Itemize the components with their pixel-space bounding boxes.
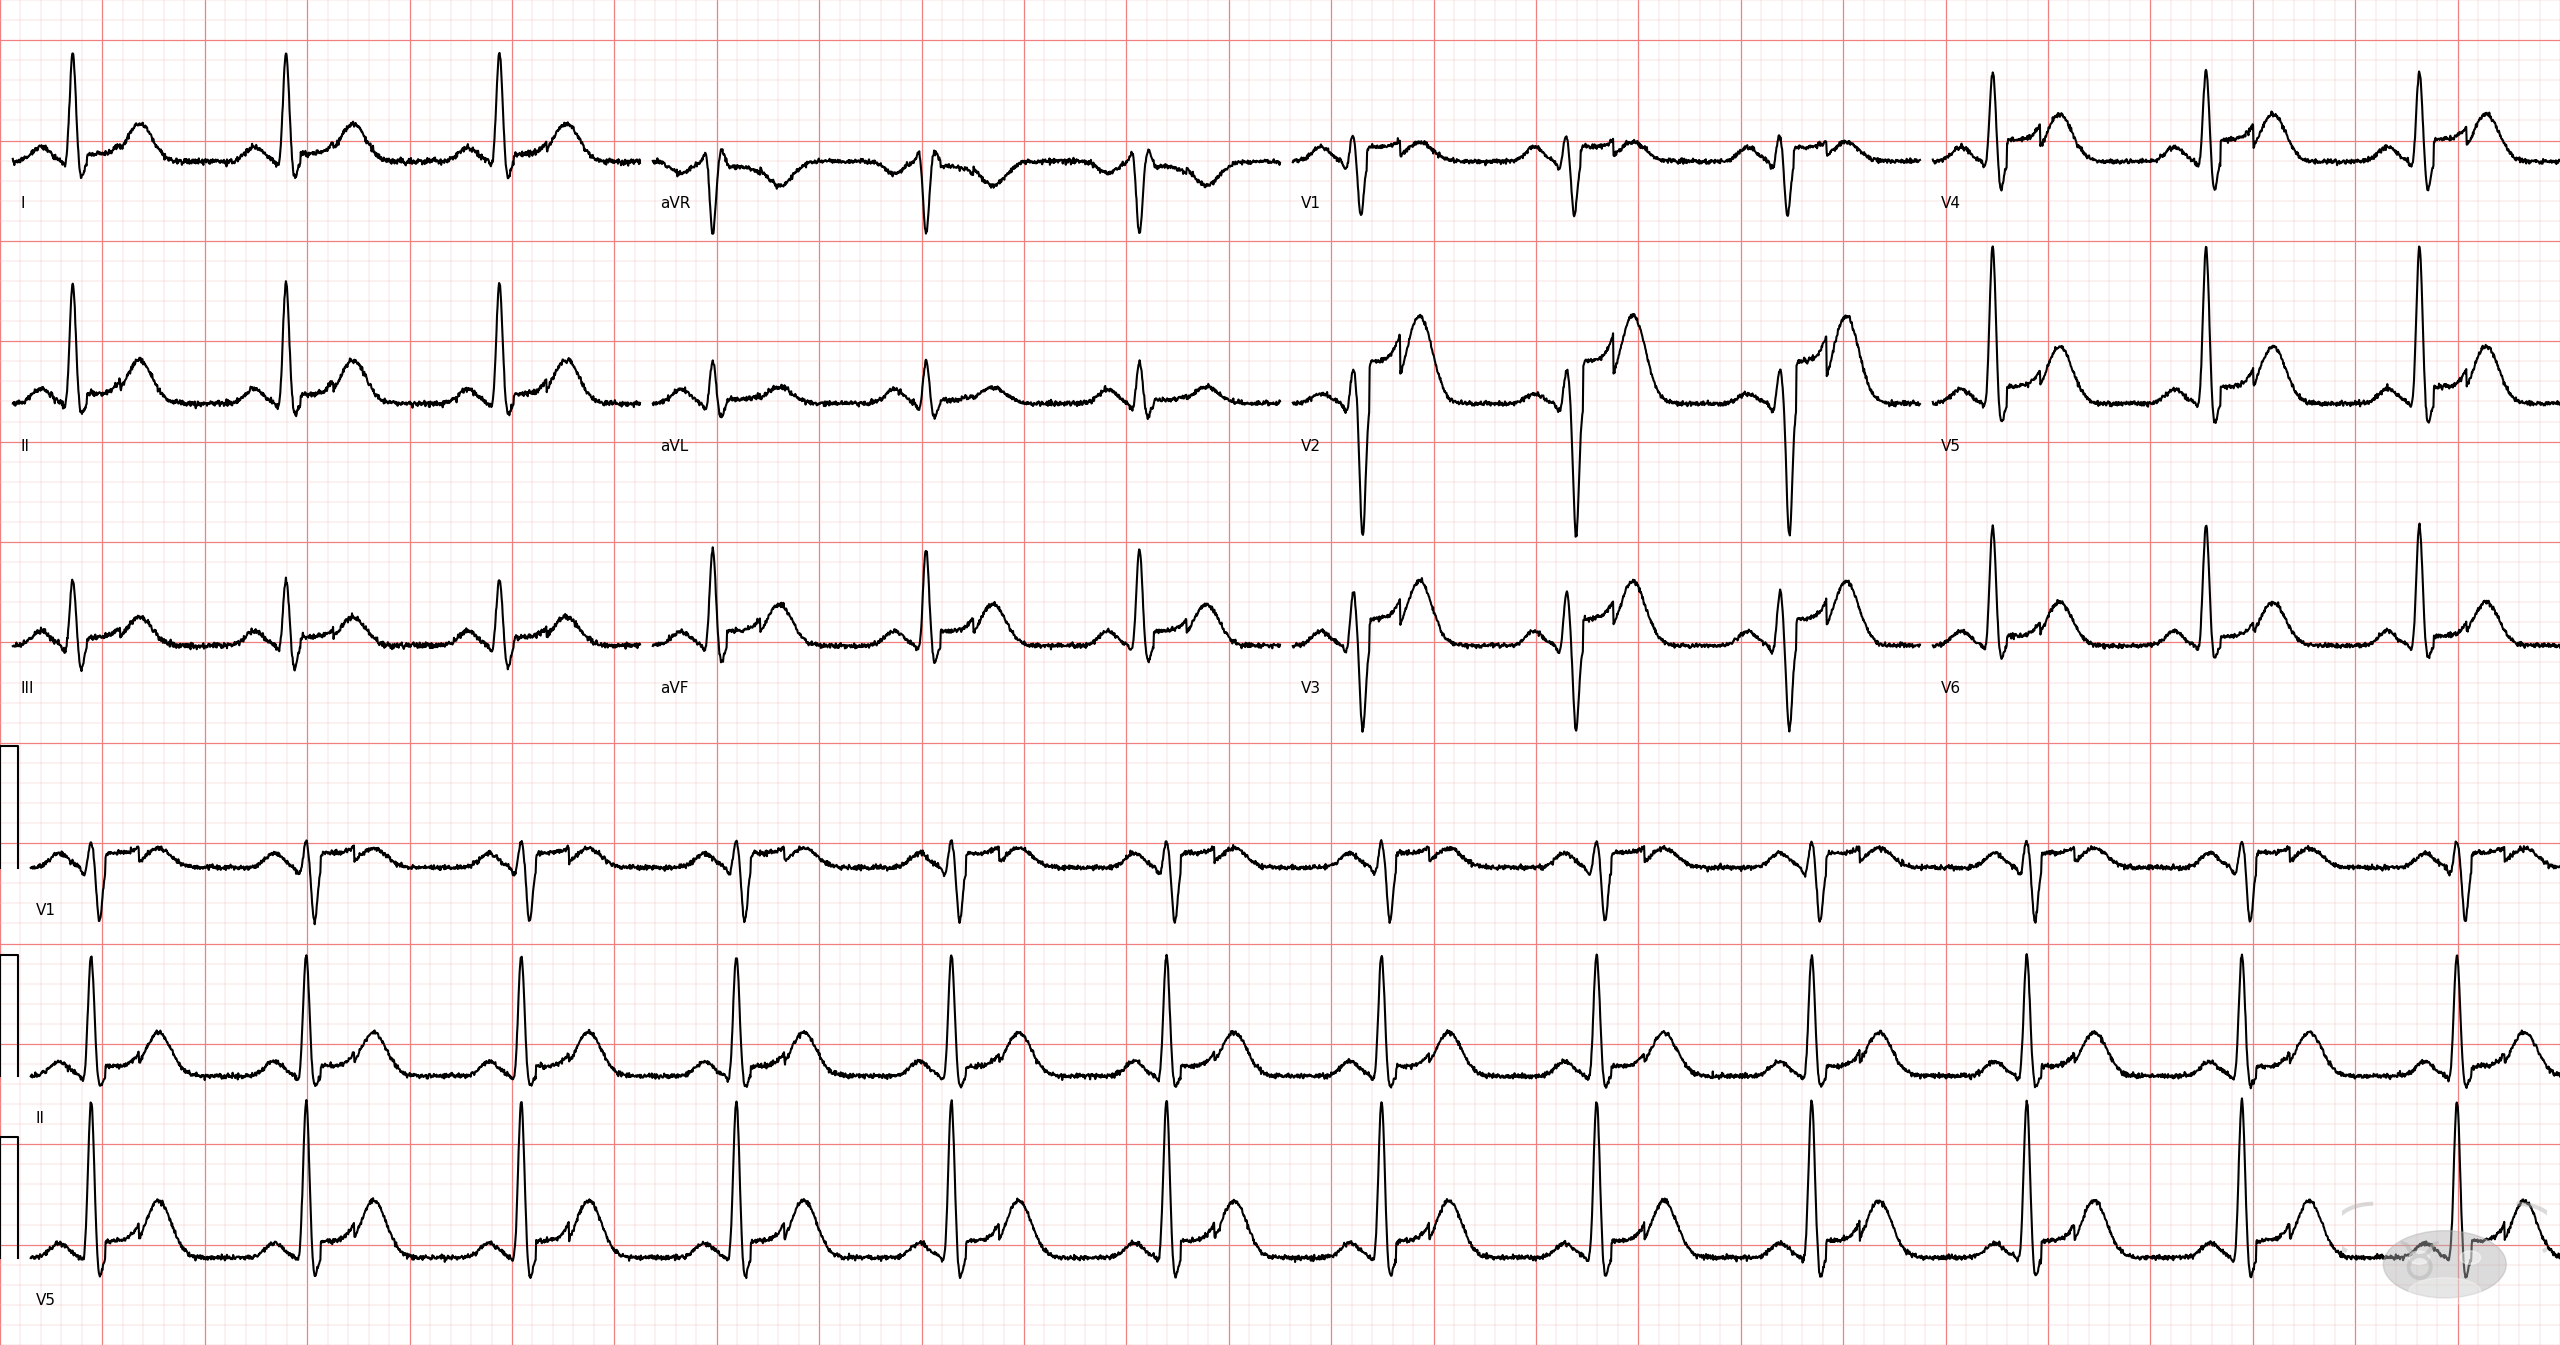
- Text: aVF: aVF: [660, 681, 689, 695]
- Text: V1: V1: [1300, 196, 1321, 211]
- Text: II: II: [20, 438, 31, 453]
- Text: V5: V5: [36, 1293, 56, 1307]
- Text: II: II: [36, 1111, 46, 1126]
- Text: III: III: [20, 681, 33, 695]
- Text: aVR: aVR: [660, 196, 691, 211]
- Text: I: I: [20, 196, 26, 211]
- Text: aVL: aVL: [660, 438, 689, 453]
- Text: V1: V1: [36, 902, 56, 917]
- Text: V2: V2: [1300, 438, 1321, 453]
- Text: V3: V3: [1300, 681, 1321, 695]
- Text: V4: V4: [1940, 196, 1961, 211]
- Text: ♉: ♉: [2396, 1239, 2442, 1291]
- Text: V6: V6: [1940, 681, 1961, 695]
- Text: V5: V5: [1940, 438, 1961, 453]
